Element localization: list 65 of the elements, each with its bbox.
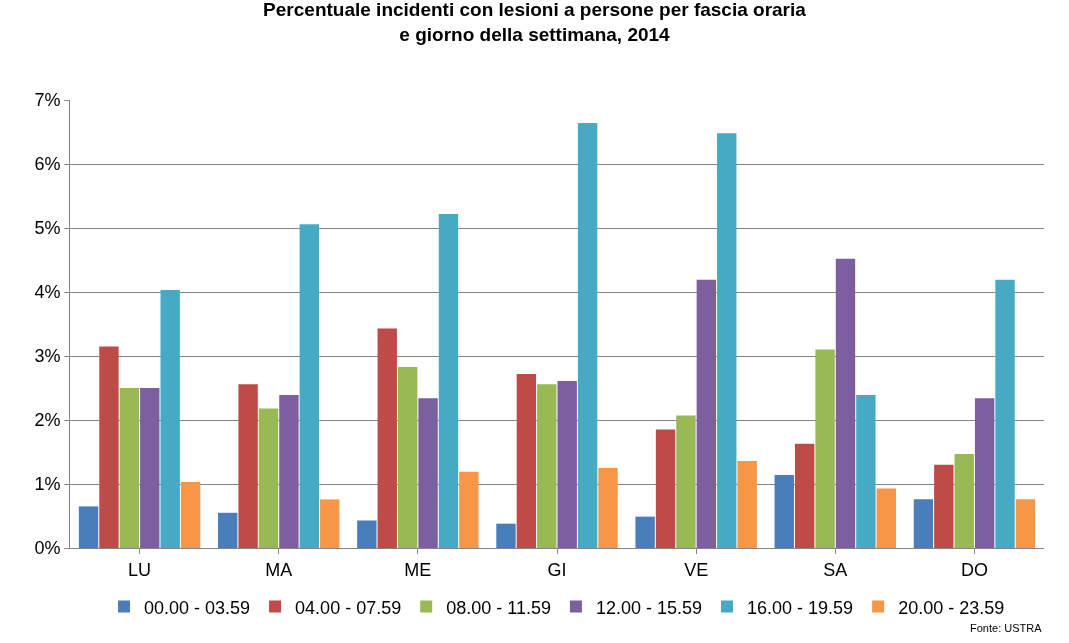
- bar: [397, 366, 418, 548]
- bar: [737, 460, 757, 548]
- x-tick-label: GI: [547, 559, 567, 580]
- bar: [676, 415, 696, 548]
- bar: [696, 279, 717, 548]
- source-note: Fonte: USTRA: [970, 622, 1043, 634]
- legend-label: 08.00 - 11.59: [446, 597, 551, 618]
- bar: [238, 384, 258, 548]
- x-tick-label: LU: [128, 559, 152, 580]
- legend-label: 16.00 - 19.59: [747, 597, 854, 618]
- bar: [598, 468, 618, 548]
- bar: [357, 520, 377, 548]
- bar: [459, 471, 479, 548]
- y-tick-label: 3%: [34, 346, 61, 367]
- bar: [160, 290, 180, 548]
- y-tick-label: 4%: [34, 282, 61, 303]
- bar: [537, 384, 557, 548]
- y-tick-label: 2%: [34, 410, 61, 431]
- bar: [794, 443, 815, 548]
- y-tick-label: 0%: [34, 538, 61, 559]
- legend-label: 12.00 - 15.59: [595, 597, 703, 618]
- bar: [774, 475, 794, 548]
- x-tick-label: ME: [404, 559, 432, 580]
- bar: [974, 398, 995, 548]
- bar: [557, 380, 577, 548]
- bar: [140, 388, 160, 548]
- y-tick-label: 1%: [34, 474, 61, 495]
- bar: [299, 224, 320, 548]
- bar: [876, 488, 896, 548]
- bar: [577, 123, 598, 548]
- bar: [1015, 499, 1036, 548]
- x-tick-label: DO: [960, 559, 988, 580]
- legend-label: 20.00 - 23.59: [898, 597, 1005, 618]
- bar: [717, 133, 737, 548]
- y-tick-label: 6%: [34, 154, 61, 175]
- bar: [438, 213, 459, 548]
- legend-label: 04.00 - 07.59: [295, 597, 402, 618]
- bar: [279, 395, 299, 548]
- bar: [377, 328, 397, 548]
- x-tick-label: SA: [823, 559, 848, 580]
- legend-label: 00.00 - 03.59: [144, 597, 251, 618]
- bar: [856, 395, 876, 548]
- y-tick-label: 7%: [34, 90, 61, 111]
- bar: [119, 388, 140, 548]
- x-tick-label: MA: [265, 559, 293, 580]
- bar: [815, 349, 835, 548]
- bar: [954, 453, 974, 548]
- bar: [995, 279, 1015, 548]
- x-tick-label: VE: [684, 559, 709, 580]
- bar: [99, 346, 119, 548]
- bar: [635, 516, 655, 548]
- bar: [258, 408, 279, 548]
- bar: [218, 512, 238, 548]
- bar: [835, 258, 856, 548]
- bar: [655, 429, 676, 548]
- bar: [496, 523, 516, 548]
- bar: [418, 398, 438, 548]
- chart-title: Percentuale incidenti con lesioni a persone per fascia oraria e giorno della settimana, 2014: [263, 0, 807, 45]
- bar: [913, 499, 934, 548]
- bar: [934, 464, 954, 548]
- bar: [320, 499, 340, 548]
- bar: [180, 482, 201, 548]
- bar: [516, 373, 537, 548]
- y-tick-label: 5%: [34, 218, 61, 239]
- bar: [78, 506, 99, 548]
